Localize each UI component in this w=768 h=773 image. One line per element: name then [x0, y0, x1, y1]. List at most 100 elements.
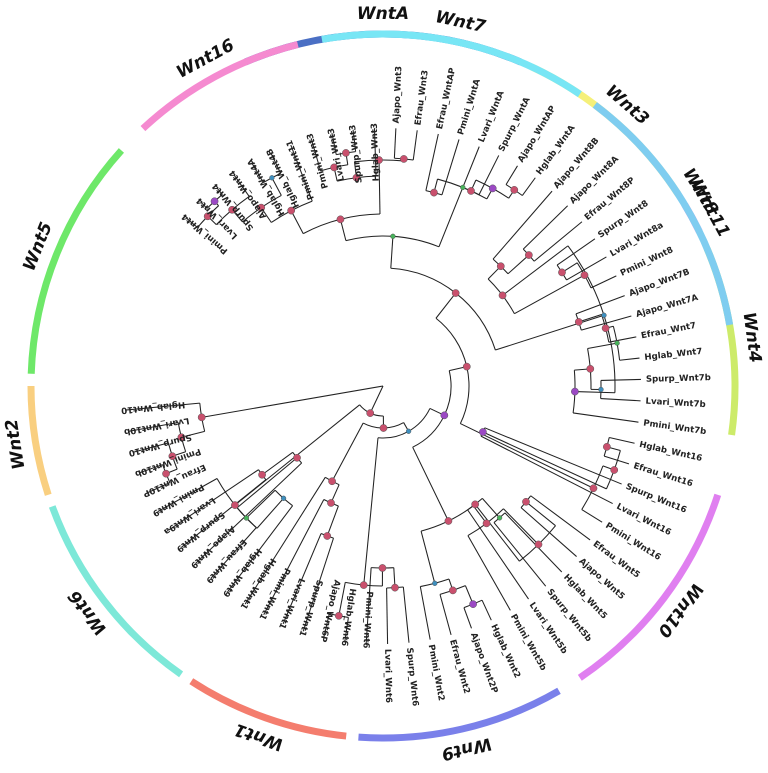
branch-line [587, 342, 618, 350]
support-node [391, 583, 399, 592]
branch-line [263, 499, 325, 616]
branch-line [233, 174, 250, 197]
branch-line [386, 587, 389, 644]
support-node [280, 495, 287, 501]
branch-line [480, 435, 613, 504]
leaf-label: Efrau_Wnt2 [447, 638, 471, 694]
branch-line [181, 479, 267, 548]
support-node [197, 413, 206, 422]
branch-line [463, 607, 472, 629]
support-node [440, 411, 449, 420]
branch-line [600, 398, 641, 402]
family-label-wnt10: Wnt10 [653, 579, 707, 641]
branch-line [195, 462, 303, 564]
branch-line [502, 245, 569, 296]
branch-line [481, 599, 492, 621]
support-node [168, 452, 177, 461]
branch-line [590, 275, 617, 289]
branch-line [522, 205, 569, 250]
support-node [378, 564, 387, 572]
branch-line [331, 422, 364, 482]
branch-line [608, 336, 637, 343]
branch-line [373, 128, 377, 177]
support-node [430, 188, 438, 197]
leaf-label: Spurp_Wnt7b [646, 373, 711, 385]
branch-line [604, 455, 630, 465]
leaf-label: Ajapo_Wnt3 [392, 66, 405, 124]
branch-line [363, 437, 379, 586]
support-node [342, 149, 350, 157]
branch-line [462, 146, 480, 188]
branch-line [575, 295, 625, 315]
branch-line [521, 177, 536, 196]
branch-line [365, 567, 372, 644]
branch-line [326, 505, 339, 537]
branch-line [566, 256, 607, 281]
support-node [405, 428, 412, 434]
support-node [243, 515, 250, 521]
support-node [379, 424, 388, 432]
leaf-label: Spurp_Wnt6 [404, 647, 420, 707]
support-node [462, 362, 471, 371]
leaf-labels: Pmini_Wnt4Lvari_Wnt4Spurp_Wnt4Ajapo_Wnt4… [121, 66, 711, 707]
branch-line [323, 613, 330, 638]
branch-line [402, 586, 410, 643]
support-node [449, 586, 457, 595]
support-node [586, 364, 595, 373]
branch-line [578, 313, 602, 323]
branch-line [420, 530, 436, 584]
branch-line [478, 155, 500, 195]
leaf-label: Lvari_Wnt6 [382, 649, 393, 703]
support-node [327, 499, 335, 507]
branch-line [245, 489, 276, 519]
branch-line [126, 402, 200, 411]
branch-line [573, 412, 639, 423]
branch-line [520, 507, 577, 557]
support-nodes [162, 149, 620, 620]
support-node [479, 428, 487, 436]
branch-line [438, 187, 464, 248]
branch-line [256, 497, 284, 529]
leaf-label: Hglab_Wnt7 [644, 347, 703, 363]
branch-line [369, 385, 384, 414]
support-node [614, 340, 620, 346]
branch-line [495, 314, 605, 351]
support-node [467, 187, 475, 195]
support-node [498, 291, 507, 300]
branch-line [412, 130, 418, 161]
branch-line [338, 582, 346, 616]
support-node [177, 433, 186, 442]
family-label-wnt3: Wnt3 [601, 81, 652, 129]
branch-line [574, 391, 615, 394]
branch-line [504, 512, 563, 573]
support-node [432, 580, 438, 586]
branch-line [493, 522, 547, 587]
branch-line [419, 586, 431, 640]
support-node [330, 163, 338, 172]
branch-line [556, 238, 596, 266]
branch-line [474, 504, 520, 562]
family-arcs [27, 30, 739, 742]
branch-line [481, 498, 500, 519]
branch-line [378, 160, 381, 215]
family-label-wnt7: Wnt7 [433, 7, 487, 37]
leaf-label: Pmini_Wnt2 [426, 644, 446, 702]
support-node [162, 469, 170, 478]
support-node [460, 184, 466, 191]
family-label-wnta: WntA [357, 4, 409, 24]
branch-line [251, 163, 264, 183]
branch-line [157, 478, 218, 513]
leaf-label: Lvari_WntA [477, 89, 507, 144]
family-arc-wnt7 [321, 30, 582, 98]
leaf-label: Lvari_Wnt7b [645, 397, 706, 410]
family-arc-wnt5 [27, 148, 125, 374]
branch-line [435, 292, 457, 319]
branch-line [282, 533, 322, 625]
support-node [471, 500, 480, 509]
branch-line [310, 138, 322, 172]
branch-line [290, 144, 313, 202]
branch-line [186, 218, 198, 228]
leaf-label: Efrau_Wnt7 [640, 321, 697, 341]
branch-line [344, 617, 349, 642]
